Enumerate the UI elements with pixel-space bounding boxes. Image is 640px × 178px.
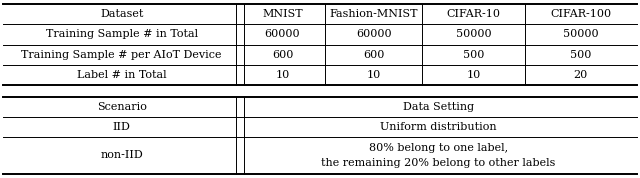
Text: non-IID: non-IID (100, 150, 143, 160)
Text: 500: 500 (463, 49, 484, 59)
Text: CIFAR-10: CIFAR-10 (447, 9, 500, 19)
Text: Label # in Total: Label # in Total (77, 70, 166, 80)
Text: 10: 10 (467, 70, 481, 80)
Text: 20: 20 (573, 70, 588, 80)
Text: 60000: 60000 (265, 30, 300, 40)
Text: 50000: 50000 (563, 30, 598, 40)
Text: 600: 600 (272, 49, 293, 59)
Text: Scenario: Scenario (97, 102, 147, 112)
Text: 10: 10 (275, 70, 290, 80)
Text: Dataset: Dataset (100, 9, 143, 19)
Text: CIFAR-100: CIFAR-100 (550, 9, 611, 19)
Text: Fashion-MNIST: Fashion-MNIST (330, 9, 418, 19)
Text: 500: 500 (570, 49, 591, 59)
Text: Uniform distribution: Uniform distribution (380, 122, 497, 132)
Text: 10: 10 (367, 70, 381, 80)
Text: MNIST: MNIST (262, 9, 303, 19)
Text: 80% belong to one label,
the remaining 20% belong to other labels: 80% belong to one label, the remaining 2… (321, 143, 556, 168)
Text: Training Sample # in Total: Training Sample # in Total (45, 30, 198, 40)
Text: 60000: 60000 (356, 30, 392, 40)
Text: Training Sample # per AIoT Device: Training Sample # per AIoT Device (21, 49, 222, 59)
Text: 600: 600 (363, 49, 385, 59)
Text: 50000: 50000 (456, 30, 492, 40)
Text: Data Setting: Data Setting (403, 102, 474, 112)
Text: IID: IID (113, 122, 131, 132)
